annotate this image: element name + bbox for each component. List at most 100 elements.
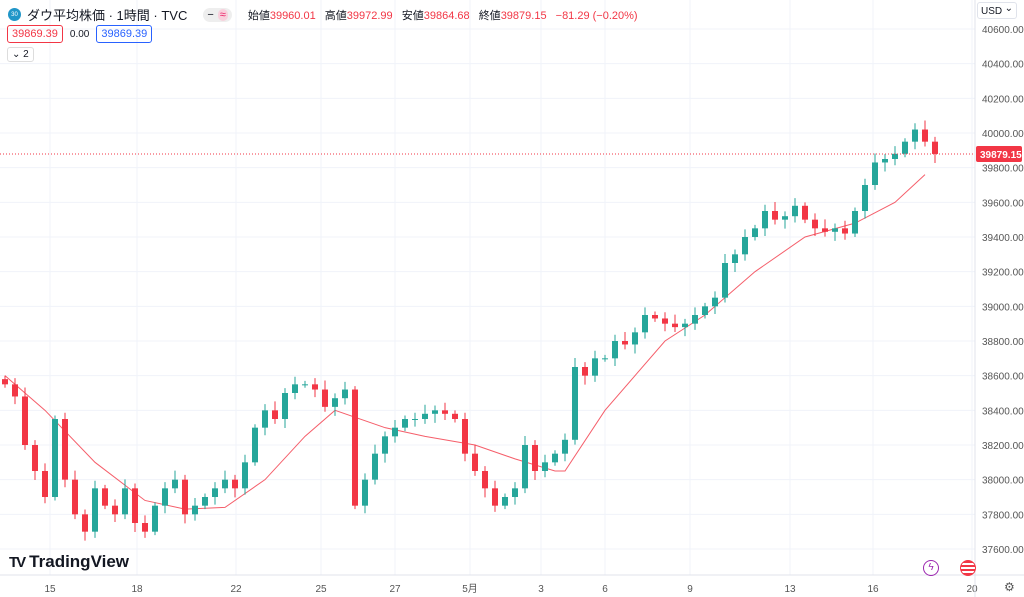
candle [692,307,698,330]
candle [132,483,138,533]
candle-body [412,419,418,420]
currency-select[interactable]: USD [977,0,1017,19]
candle-body [812,219,818,229]
candle [832,223,838,241]
candle-body [922,129,928,142]
candle [402,415,408,432]
candle-body [552,453,558,463]
candle [472,444,478,476]
candle-body [632,332,638,345]
candle [232,474,238,498]
y-tick-label: 39600.00 [982,198,1024,209]
candle [922,120,928,147]
candle-body [182,479,188,515]
candle-body [772,211,778,220]
candle-body [352,389,358,506]
candle-body [222,479,228,489]
candle [342,381,348,405]
candle [212,482,218,505]
candle-body [872,162,878,185]
candle [102,484,108,510]
candle [712,291,718,314]
last-price-label: 39879.15 [980,150,1022,161]
candle [222,470,228,494]
candle [182,474,188,524]
candle [142,515,148,538]
candle [492,480,498,512]
x-tick-label: 3 [538,584,544,595]
candle-body [52,419,58,497]
candle-body [572,367,578,440]
flash-icon[interactable]: ϟ [923,560,939,576]
candle [562,433,568,462]
minus-icon[interactable]: − [207,8,214,21]
ohlc-values: 始値39960.01 高値39972.99 安値39864.68 終値39879… [248,7,644,23]
candle [302,380,308,388]
candle [362,473,368,514]
candle-body [72,479,78,515]
candle-body [542,462,548,471]
indicators-collapse-button[interactable]: ⌄ 2 [7,47,34,62]
y-tick-label: 38000.00 [982,476,1024,487]
candle [862,178,868,219]
candle-body [162,488,168,506]
candle-body [762,211,768,229]
candle-body [152,505,158,532]
candle-body [932,141,938,154]
candle-body [252,427,258,463]
candle-body [682,323,688,328]
approx-icon[interactable]: ≈ [217,8,228,21]
symbol-title[interactable]: ダウ平均株価 · 1時間 · TVC [27,8,188,23]
candle-body [692,315,698,324]
candle [702,302,708,319]
candle-body [642,315,648,333]
chart-style-toggle[interactable]: − ≈ [203,7,232,22]
candle-body [602,358,608,360]
candle-body [492,488,498,506]
candle [162,482,168,514]
candle [502,493,508,510]
sell-button[interactable]: 39869.39 [7,25,63,43]
candle [842,220,848,240]
settings-icon[interactable]: ⚙ [1004,580,1015,594]
candle-body [802,205,808,220]
candle [802,202,808,224]
candle-body [142,523,148,532]
low-value: 39864.68 [423,9,470,22]
y-tick-label: 39800.00 [982,164,1024,175]
candle-body [822,228,828,232]
candle [932,136,938,163]
candle [272,401,278,424]
candle-body [22,396,28,445]
buy-button[interactable]: 39869.39 [96,25,153,43]
candle [252,424,258,466]
candle [612,334,618,366]
candle [662,312,668,332]
us-flag-icon[interactable] [960,560,976,576]
tv-logo-icon: TV [9,553,26,571]
candle-body [402,419,408,428]
candle-body [702,306,708,315]
candle-body [132,488,138,523]
trade-row: 39869.39 0.00 39869.39 [7,25,153,43]
candle-body [272,410,278,419]
candle [352,386,358,510]
candle [732,249,738,273]
y-tick-label: 38600.00 [982,372,1024,383]
close-value: 39879.15 [500,9,547,22]
x-tick-label: 25 [315,584,327,595]
candle-body [512,488,518,497]
candle [792,198,798,223]
y-tick-label: 39000.00 [982,302,1024,313]
candle-body [582,367,588,376]
candle [332,393,338,416]
tradingview-logo[interactable]: TV TradingView [9,552,129,572]
candle-body [102,488,108,506]
candle [722,253,728,303]
candle-body [262,410,268,428]
candle-body [382,436,388,454]
candle-body [722,263,728,298]
candle [682,318,688,337]
candle [382,431,388,463]
